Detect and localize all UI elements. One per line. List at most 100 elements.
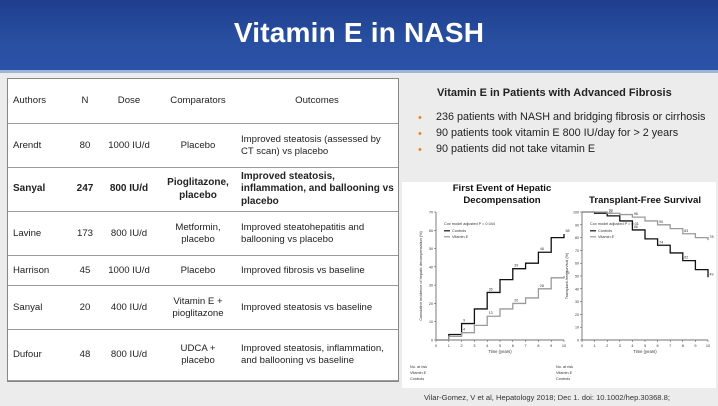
y-tick-label: 60 bbox=[575, 262, 579, 266]
series-line bbox=[582, 211, 709, 278]
col-header-n: N bbox=[72, 79, 98, 124]
series-line bbox=[436, 233, 565, 341]
cell-n: 20 bbox=[72, 285, 98, 330]
cell-comparator: Vitamin E + pioglitazone bbox=[160, 285, 236, 330]
title-banner: Vitamin E in NASH bbox=[0, 0, 718, 73]
x-tick-label: 9 bbox=[550, 344, 552, 348]
chart-title-line: Decompensation bbox=[463, 195, 540, 206]
data-label: 26 bbox=[489, 287, 493, 291]
advanced-fibrosis-title: Vitamin E in Patients with Advanced Fibr… bbox=[437, 87, 672, 99]
x-tick-label: 3 bbox=[619, 344, 621, 348]
x-tick-label: 3 bbox=[473, 344, 475, 348]
cell-author: Sanyal bbox=[8, 285, 72, 330]
table-row: Lavine 173 800 IU/d Metformin, placebo Impro… bbox=[8, 211, 398, 256]
bullet-item: 90 patients did not take vitamin E bbox=[418, 143, 712, 157]
table-row: Dufour 48 800 IU/d UDCA + placebo Improved s… bbox=[8, 329, 398, 381]
cell-outcome: Improved steatosis, inflammation, and ba… bbox=[236, 329, 398, 381]
x-tick-label: 2 bbox=[606, 344, 608, 348]
y-tick-label: 50 bbox=[575, 275, 579, 279]
chart-title: Transplant-Free Survival bbox=[589, 195, 701, 206]
cell-dose: 1000 IU/d bbox=[98, 123, 160, 168]
data-label: 49 bbox=[710, 272, 714, 276]
cell-author: Arendt bbox=[8, 123, 72, 168]
cell-author: Lavine bbox=[8, 211, 72, 256]
kaplan-meier-figure: First Event of Hepatic Decompensation 0 10 2… bbox=[402, 182, 716, 388]
y-tick-label: 70 bbox=[575, 249, 579, 253]
col-header-dose: Dose bbox=[98, 79, 160, 124]
y-tick-label: 40 bbox=[575, 287, 579, 291]
x-tick-label: 7 bbox=[525, 344, 527, 348]
cell-outcome: Improved steatosis (assessed by CT scan)… bbox=[236, 123, 398, 168]
y-tick-label: 70 bbox=[429, 211, 433, 215]
y-tick-label: 0 bbox=[431, 339, 433, 343]
y-tick-label: 30 bbox=[429, 284, 433, 288]
table-row: Sanyal 20 400 IU/d Vitamin E + pioglitazone… bbox=[8, 285, 398, 330]
data-label: 83 bbox=[684, 229, 688, 233]
y-tick-label: 0 bbox=[577, 339, 579, 343]
risk-table-row-label: Controls bbox=[410, 377, 424, 381]
y-tick-label: 100 bbox=[573, 211, 579, 215]
y-tick-label: 50 bbox=[429, 247, 433, 251]
cell-dose: 800 IU/d bbox=[98, 167, 160, 212]
data-label: 28 bbox=[540, 284, 544, 288]
cell-dose: 1000 IU/d bbox=[98, 255, 160, 286]
cell-outcome: Improved fibrosis vs baseline bbox=[236, 255, 398, 286]
advanced-fibrosis-panel: Vitamin E in Patients with Advanced Fibr… bbox=[402, 78, 712, 398]
cell-comparator: Placebo bbox=[160, 255, 236, 286]
data-label: 35 bbox=[566, 271, 570, 275]
data-label: 90 bbox=[659, 220, 663, 224]
risk-table-row-label: Controls bbox=[556, 377, 570, 381]
x-tick-label: 2 bbox=[461, 344, 463, 348]
page-title: Vitamin E in NASH bbox=[233, 17, 485, 48]
y-tick-label: 90 bbox=[575, 223, 579, 227]
data-label: 74 bbox=[659, 240, 663, 244]
data-label: 4 bbox=[463, 328, 465, 332]
y-tick-label: 30 bbox=[575, 300, 579, 304]
legend-label: Vitamin E bbox=[598, 235, 615, 239]
y-axis-label: Transplant-free survival (%) bbox=[565, 252, 569, 299]
col-header-comparators: Comparators bbox=[160, 79, 236, 124]
x-tick-label: 1 bbox=[448, 344, 450, 348]
legend-label: Controls bbox=[452, 229, 466, 233]
risk-table-label: No. at risk bbox=[410, 365, 427, 369]
studies-table: Authors N Dose Comparators Outcomes Aren… bbox=[8, 79, 398, 381]
data-label: 99 bbox=[609, 208, 613, 212]
legend-label: Vitamin E bbox=[452, 235, 469, 239]
cell-outcome: Improved steatosis, inflammation, and ba… bbox=[236, 167, 398, 212]
x-tick-label: 1 bbox=[594, 344, 596, 348]
citation: Vilar-Gomez, V et al, Hepatology 2018; D… bbox=[424, 393, 670, 402]
x-tick-label: 5 bbox=[499, 344, 501, 348]
risk-table-row-label: Vitamin E bbox=[410, 371, 427, 375]
bullet-item: 90 patients took vitamin E 800 IU/day fo… bbox=[418, 127, 712, 141]
risk-table-row-label: Vitamin E bbox=[556, 371, 573, 375]
cell-dose: 800 IU/d bbox=[98, 211, 160, 256]
cell-outcome: Improved steatosis vs baseline bbox=[236, 285, 398, 330]
cell-comparator: UDCA + placebo bbox=[160, 329, 236, 381]
data-label: 20 bbox=[514, 298, 518, 302]
kaplan-meier-svg: First Event of HepaticDecompensation0102… bbox=[402, 182, 716, 388]
cell-n: 173 bbox=[72, 211, 98, 256]
y-tick-label: 40 bbox=[429, 265, 433, 269]
y-tick-label: 80 bbox=[575, 236, 579, 240]
y-tick-label: 10 bbox=[429, 320, 433, 324]
x-tick-label: 7 bbox=[669, 344, 671, 348]
x-tick-label: 4 bbox=[486, 344, 488, 348]
chart-title-line: First Event of Hepatic bbox=[453, 183, 552, 194]
cell-dose: 400 IU/d bbox=[98, 285, 160, 330]
col-header-outcomes: Outcomes bbox=[236, 79, 398, 124]
data-label: 9 bbox=[463, 319, 465, 323]
data-label: 96 bbox=[634, 212, 638, 216]
x-tick-label: 0 bbox=[435, 344, 437, 348]
data-label: 86 bbox=[634, 225, 638, 229]
data-label: 62 bbox=[684, 256, 688, 260]
cell-n: 45 bbox=[72, 255, 98, 286]
cell-author: Dufour bbox=[8, 329, 72, 381]
bullet-item: 236 patients with NASH and bridging fibr… bbox=[418, 111, 712, 125]
cell-comparator: Pioglitazone, placebo bbox=[160, 167, 236, 212]
cell-dose: 800 IU/d bbox=[98, 329, 160, 381]
cell-comparator: Placebo bbox=[160, 123, 236, 168]
figure-background bbox=[402, 182, 716, 388]
studies-table-panel: Authors N Dose Comparators Outcomes Aren… bbox=[7, 78, 399, 382]
table-row: Sanyal 247 800 IU/d Pioglitazone, placebo Im… bbox=[8, 167, 398, 212]
x-tick-label: 0 bbox=[581, 344, 583, 348]
